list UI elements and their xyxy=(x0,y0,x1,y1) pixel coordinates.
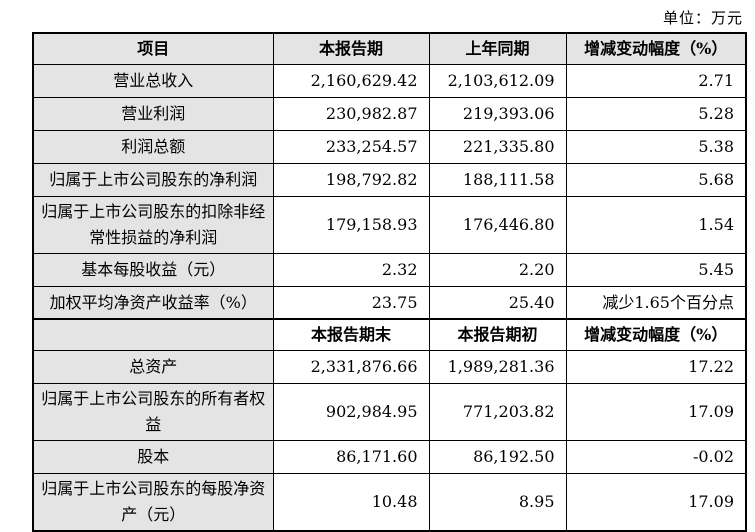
value-current: 10.48 xyxy=(272,472,430,532)
row-label: 归属于上市公司股东的所有者权益 xyxy=(32,383,274,441)
value-change: 2.71 xyxy=(565,63,747,98)
row-label: 基本每股收益（元） xyxy=(32,252,274,287)
table-row: 股本 86,171.60 86,192.50 -0.02 xyxy=(32,439,747,474)
col-header-change-2: 增减变动幅度（%） xyxy=(565,318,747,352)
value-change: 减少1.65个百分点 xyxy=(565,285,747,320)
value-current: 2,331,876.66 xyxy=(272,350,430,385)
table-row: 利润总额 233,254.57 221,335.80 5.38 xyxy=(32,129,747,164)
value-current: 902,984.95 xyxy=(272,383,430,441)
value-change: 5.28 xyxy=(565,96,747,131)
row-label: 归属于上市公司股东的净利润 xyxy=(32,162,274,197)
value-prior: 188,111.58 xyxy=(428,162,567,197)
table-header-row-1: 项目 本报告期 上年同期 增减变动幅度（%） xyxy=(32,32,747,65)
table-row: 归属于上市公司股东的净利润 198,792.82 188,111.58 5.68 xyxy=(32,162,747,197)
row-label: 利润总额 xyxy=(32,129,274,164)
table-row: 归属于上市公司股东的每股净资产（元） 10.48 8.95 17.09 xyxy=(32,472,747,532)
value-prior: 771,203.82 xyxy=(428,383,567,441)
value-current: 2.32 xyxy=(272,252,430,287)
table-row: 归属于上市公司股东的扣除非经常性损益的净利润 179,158.93 176,44… xyxy=(32,195,747,254)
value-prior: 8.95 xyxy=(428,472,567,532)
value-prior: 2,103,612.09 xyxy=(428,63,567,98)
row-label: 营业利润 xyxy=(32,96,274,131)
table-row: 基本每股收益（元） 2.32 2.20 5.45 xyxy=(32,252,747,287)
value-change: -0.02 xyxy=(565,439,747,474)
col-header-period-end: 本报告期末 xyxy=(272,318,430,352)
value-current: 86,171.60 xyxy=(272,439,430,474)
row-label: 股本 xyxy=(32,439,274,474)
value-current: 179,158.93 xyxy=(272,195,430,254)
value-prior: 2.20 xyxy=(428,252,567,287)
value-change: 1.54 xyxy=(565,195,747,254)
value-change: 5.38 xyxy=(565,129,747,164)
value-current: 2,160,629.42 xyxy=(272,63,430,98)
value-prior: 86,192.50 xyxy=(428,439,567,474)
col-header-change: 增减变动幅度（%） xyxy=(565,32,747,65)
row-label: 加权平均净资产收益率（%） xyxy=(32,285,274,320)
value-prior: 176,446.80 xyxy=(428,195,567,254)
table-header-row-2: 本报告期末 本报告期初 增减变动幅度（%） xyxy=(32,318,747,352)
value-change: 17.22 xyxy=(565,350,747,385)
value-prior: 219,393.06 xyxy=(428,96,567,131)
value-current: 233,254.57 xyxy=(272,129,430,164)
col-header-item: 项目 xyxy=(32,32,274,65)
row-label: 营业总收入 xyxy=(32,63,274,98)
value-change: 5.45 xyxy=(565,252,747,287)
value-prior: 1,989,281.36 xyxy=(428,350,567,385)
col-header-empty xyxy=(32,318,274,352)
table-row: 总资产 2,331,876.66 1,989,281.36 17.22 xyxy=(32,350,747,385)
col-header-current-period: 本报告期 xyxy=(272,32,430,65)
value-change: 17.09 xyxy=(565,383,747,441)
financial-summary-table: 项目 本报告期 上年同期 增减变动幅度（%） 营业总收入 2,160,629.4… xyxy=(32,32,747,532)
value-change: 5.68 xyxy=(565,162,747,197)
col-header-period-start: 本报告期初 xyxy=(428,318,567,352)
row-label: 总资产 xyxy=(32,350,274,385)
row-label: 归属于上市公司股东的扣除非经常性损益的净利润 xyxy=(32,195,274,254)
table-row: 归属于上市公司股东的所有者权益 902,984.95 771,203.82 17… xyxy=(32,383,747,441)
table-row: 营业利润 230,982.87 219,393.06 5.28 xyxy=(32,96,747,131)
table-row: 营业总收入 2,160,629.42 2,103,612.09 2.71 xyxy=(32,63,747,98)
value-prior: 25.40 xyxy=(428,285,567,320)
value-prior: 221,335.80 xyxy=(428,129,567,164)
row-label: 归属于上市公司股东的每股净资产（元） xyxy=(32,472,274,532)
unit-label: 单位：万元 xyxy=(662,9,743,27)
table-row: 加权平均净资产收益率（%） 23.75 25.40 减少1.65个百分点 xyxy=(32,285,747,320)
value-current: 23.75 xyxy=(272,285,430,320)
value-current: 198,792.82 xyxy=(272,162,430,197)
col-header-prior-period: 上年同期 xyxy=(428,32,567,65)
value-current: 230,982.87 xyxy=(272,96,430,131)
value-change: 17.09 xyxy=(565,472,747,532)
